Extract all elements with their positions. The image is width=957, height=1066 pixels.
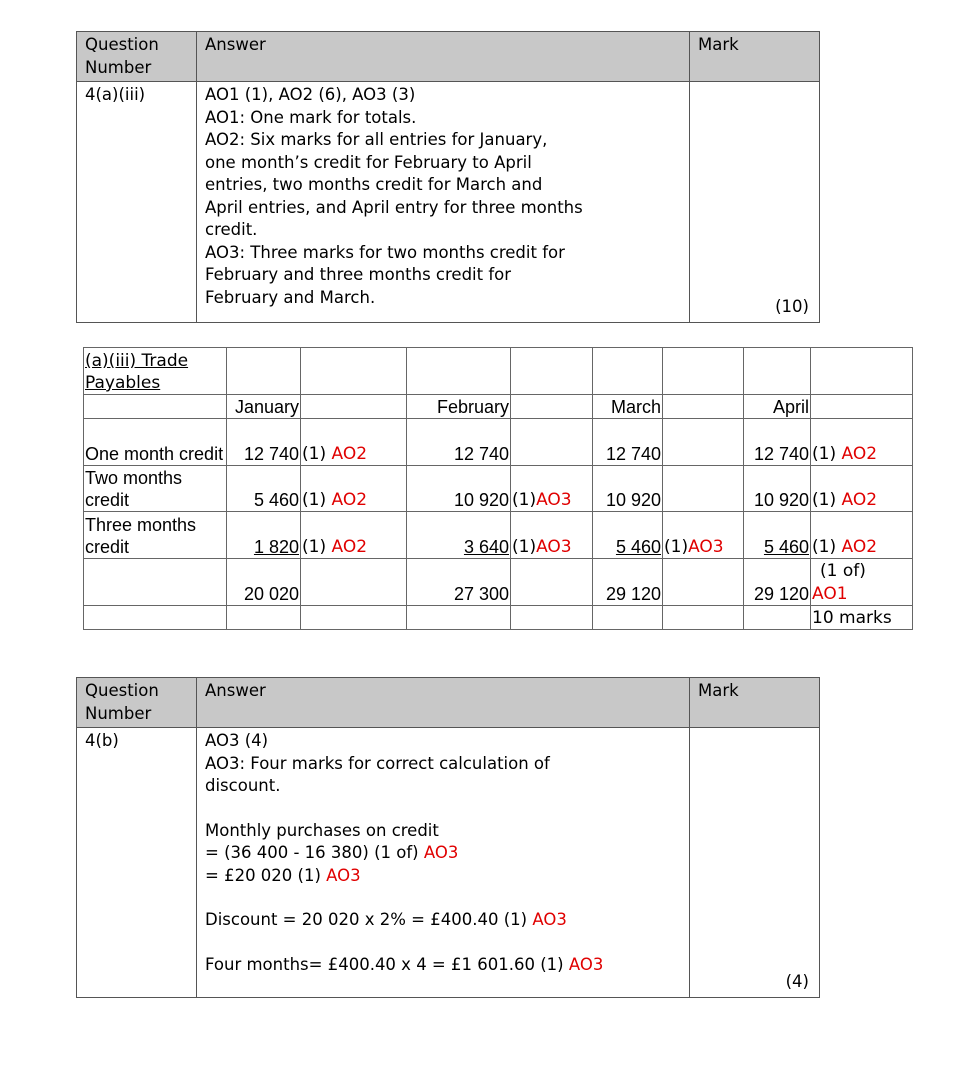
table-row: One month credit 12 740 (1) AO2 12 740 12 74… <box>83 418 913 466</box>
ao-label: AO2 <box>331 443 368 464</box>
mark-cell: (10) <box>689 81 820 323</box>
answer-text: AO1 (1), AO2 (6), AO3 (3) AO1: One mark … <box>196 81 690 323</box>
ao-label: AO3 <box>536 490 572 510</box>
ao-label: AO2 <box>841 536 878 557</box>
total-value: 29 120 <box>592 557 663 606</box>
answer-line: one month’s credit for February to April <box>205 152 532 172</box>
amount: 10 920 <box>753 490 809 510</box>
calc-text: = (36 400 - 16 380) (1 of) <box>205 843 424 862</box>
amount: 1 820 <box>253 536 299 557</box>
ao-label: AO2 <box>331 490 368 510</box>
mark-count: (1) <box>812 536 842 557</box>
answer-line: February and March. <box>205 287 376 307</box>
header-question: Question Number <box>76 677 197 728</box>
total-value: 27 300 <box>406 557 511 606</box>
answer-line: = £20 020 (1) AO3 <box>205 865 681 888</box>
mark-value: (10) <box>775 296 809 316</box>
calc-text: = £20 020 (1) <box>205 865 327 885</box>
answer-line: February and three months credit for <box>205 265 512 284</box>
answer-line: = (36 400 - 16 380) (1 of) AO3 <box>205 842 681 865</box>
header-question: Question Number <box>76 31 197 82</box>
month-header: April <box>743 394 811 419</box>
mark-count: (1) <box>664 536 689 557</box>
amount: 12 740 <box>243 443 299 464</box>
question-number: 4(b) <box>76 727 197 998</box>
answer-line: Monthly purchases on credit <box>205 820 439 840</box>
mark-count: (1) <box>302 443 332 464</box>
amount: 12 740 <box>605 443 661 464</box>
mark-count: (1) <box>512 536 537 557</box>
header-answer: Answer <box>196 677 690 728</box>
mark-cell: (4) <box>689 727 820 998</box>
ao-label: AO2 <box>331 536 368 557</box>
amount: 10 920 <box>605 490 661 510</box>
question-4b-table: Question Number Answer Mark 4(b) AO3 (4) A… <box>76 677 820 998</box>
amount: 5 460 <box>763 536 809 557</box>
month-header: February <box>406 394 511 419</box>
header-answer: Answer <box>196 31 690 82</box>
ao-label: AO2 <box>841 490 878 510</box>
total-note: (1 of) <box>820 560 866 581</box>
mark-count: (1) <box>812 490 842 510</box>
mark-count: (1) <box>302 490 332 510</box>
table-row: Two months credit 5 460 (1) AO2 10 920 (1)AO… <box>83 464 913 512</box>
ao-label: AO3 <box>536 536 572 557</box>
answer-text: AO3 (4) AO3: Four marks for correct calc… <box>196 727 690 998</box>
answer-line: AO1 (1), AO2 (6), AO3 (3) <box>205 85 416 104</box>
amount: 12 740 <box>753 443 809 464</box>
row-label: Three months credit <box>83 511 227 559</box>
amount: 10 920 <box>453 490 509 510</box>
ao-label: AO2 <box>841 443 878 464</box>
row-label: Two months credit <box>83 464 227 512</box>
month-header: March <box>592 394 663 419</box>
answer-line: AO3 (4) <box>205 731 269 750</box>
mark-count: (1) <box>512 490 537 510</box>
header-mark: Mark <box>689 677 820 728</box>
amount: 5 460 <box>615 536 661 557</box>
mark-count: (1) <box>302 536 332 557</box>
ao-label: AO3 <box>326 865 361 885</box>
question-4a-table: Question Number Answer Mark 4(a)(iii) AO1 … <box>76 31 820 323</box>
header-mark: Mark <box>689 31 820 82</box>
ao-label: AO3 <box>423 843 459 862</box>
answer-line: credit. <box>205 220 258 239</box>
answer-line: AO2: Six marks for all entries for Janua… <box>205 130 548 149</box>
amount: 12 740 <box>453 443 509 464</box>
table-row: Three months credit 1 820 (1) AO2 3 640 (1)A… <box>83 511 913 559</box>
month-header: January <box>226 394 301 419</box>
ao-label: AO3 <box>688 536 724 557</box>
trade-payables-table: (a)(iii) Trade Payables January February M… <box>83 347 913 630</box>
answer-line: AO1: One mark for totals. <box>205 107 417 127</box>
answer-line: discount. <box>205 776 281 795</box>
answer-line: Discount = 20 020 x 2% = £400.40 (1) AO3 <box>205 909 681 932</box>
amount: 5 460 <box>253 490 299 510</box>
answer-line: entries, two months credit for March and <box>205 175 543 194</box>
answer-line: April entries, and April entry for three… <box>205 197 583 217</box>
amount: 3 640 <box>463 536 509 557</box>
total-value: 20 020 <box>226 557 301 606</box>
mark-value: (4) <box>785 971 809 991</box>
mark-count: (1) <box>812 443 842 464</box>
answer-line: AO3: Four marks for correct calculation … <box>205 753 550 773</box>
total-ao: AO1 <box>812 583 848 604</box>
row-label: One month credit <box>83 418 227 466</box>
ao-label: AO3 <box>568 954 604 974</box>
answer-line: AO3: Three marks for two months credit f… <box>205 242 565 262</box>
total-value: 29 120 <box>743 557 811 606</box>
ao-label: AO3 <box>532 910 567 929</box>
calc-text: Four months= £400.40 x 4 = £1 601.60 (1) <box>205 954 569 974</box>
answer-line: Four months= £400.40 x 4 = £1 601.60 (1)… <box>205 954 681 977</box>
question-number: 4(a)(iii) <box>76 81 197 323</box>
marks-total: 10 marks <box>810 604 913 630</box>
calc-text: Discount = 20 020 x 2% = £400.40 (1) <box>205 910 533 929</box>
table-title: (a)(iii) Trade Payables <box>83 347 227 395</box>
